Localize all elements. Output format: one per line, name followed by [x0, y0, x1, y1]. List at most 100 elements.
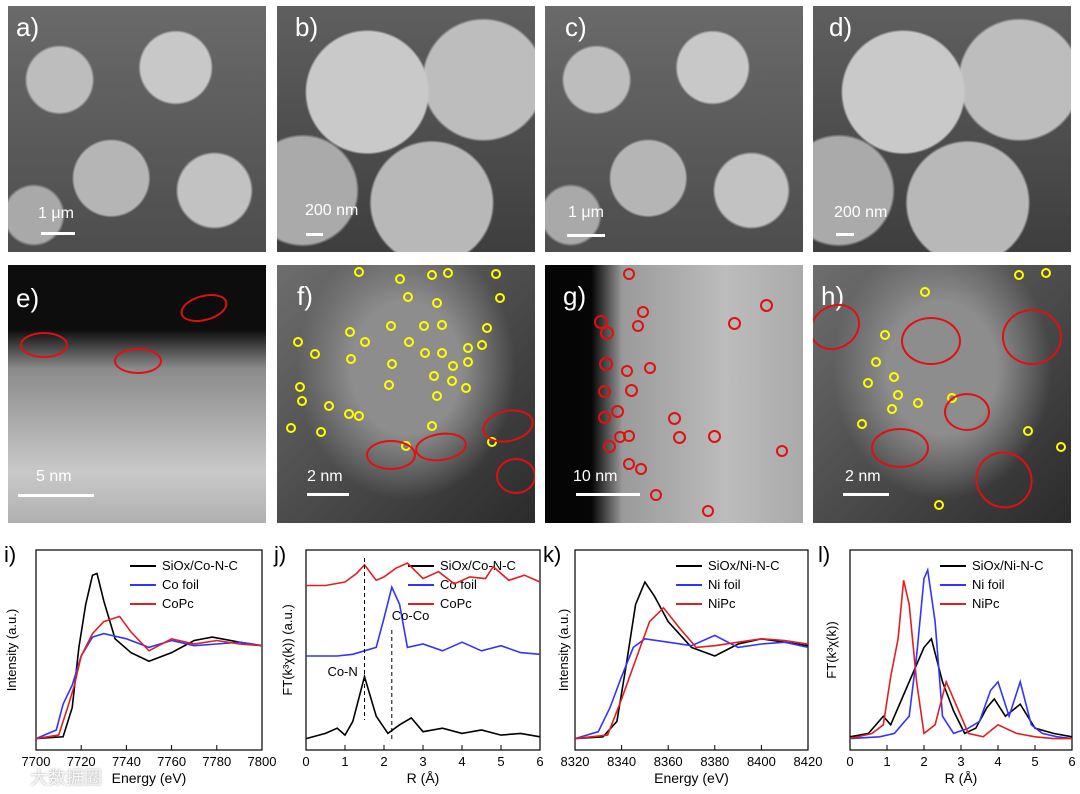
panel-label: c)	[565, 12, 587, 42]
atom-circle	[863, 378, 873, 388]
scale-bar-label: 5 nm	[36, 468, 72, 485]
scale-bar-label: 200 nm	[305, 202, 359, 219]
atom-circle	[920, 287, 930, 297]
atom-circle	[354, 267, 364, 277]
atom-circle	[432, 298, 442, 308]
atom-circle	[463, 357, 473, 367]
atom-circle	[324, 401, 334, 411]
legend-label: Co foil	[440, 577, 477, 592]
cluster-circle	[963, 439, 1045, 521]
panel-b-sem: b) 200 nm	[277, 6, 535, 252]
atom-circle	[344, 409, 354, 419]
series-line	[35, 632, 263, 740]
scale-bar-label: 2 nm	[845, 468, 881, 485]
scale-bar	[567, 234, 605, 237]
scale-bar	[41, 232, 75, 235]
legend-label: CoPc	[162, 596, 194, 611]
cluster-circle	[776, 445, 788, 457]
cluster-circle	[637, 306, 649, 318]
chart-frame	[849, 549, 1073, 751]
y-axis-title: Intensity (a.u.)	[4, 609, 19, 691]
atom-circle	[437, 320, 447, 330]
atom-circle	[427, 270, 437, 280]
panel-c-sem: c) 1 μm	[545, 6, 803, 252]
scale-bar	[576, 493, 640, 496]
series-line	[574, 580, 809, 740]
cluster-circle	[598, 385, 611, 398]
y-axis-title: Intensity (a.u.)	[556, 609, 571, 691]
legend-label: NiPc	[972, 596, 1000, 611]
cluster-circle	[496, 458, 535, 494]
cluster-circle	[635, 463, 647, 475]
x-tick-label: 2	[920, 754, 927, 769]
legend-label: Ni foil	[708, 577, 741, 592]
x-tick-label: 1	[883, 754, 890, 769]
atom-circle	[404, 337, 414, 347]
x-tick-label: 4	[458, 754, 465, 769]
panel-h-stem: h) 2 nm	[813, 265, 1071, 523]
atom-circle	[310, 349, 320, 359]
panel-a-sem: a) 1 μm	[8, 6, 266, 252]
scale-bar	[843, 493, 889, 496]
atom-circle	[354, 411, 364, 421]
y-axis-title: FT(k³χ(k))	[824, 621, 839, 678]
series-line	[35, 572, 263, 740]
chart-frame	[35, 549, 263, 751]
x-tick-label: 1	[341, 754, 348, 769]
atom-circle	[1014, 270, 1024, 280]
cluster-circle	[728, 317, 741, 330]
atom-circle	[491, 269, 501, 279]
x-tick-label: 7800	[248, 754, 277, 769]
series-line	[305, 673, 541, 740]
cluster-circle	[760, 299, 773, 312]
cluster-circle	[177, 289, 231, 327]
panel-label: a)	[16, 12, 40, 42]
x-tick-label: 7760	[157, 754, 186, 769]
cluster-circle	[702, 505, 714, 517]
series-line	[849, 637, 1073, 738]
legend-label: NiPc	[708, 596, 736, 611]
chart-frame	[305, 549, 541, 751]
panel-label: h)	[821, 281, 845, 311]
scale-bar-label: 1 μm	[38, 205, 74, 222]
atom-circle	[463, 343, 473, 353]
cluster-circle	[621, 365, 633, 377]
cluster-circle	[673, 431, 686, 444]
series-line	[849, 580, 1072, 740]
cluster-circle	[114, 348, 162, 374]
x-tick-label: 8420	[794, 754, 823, 769]
panel-label: g)	[563, 281, 587, 311]
cluster-circle	[603, 440, 616, 453]
cluster-circle	[20, 332, 68, 358]
x-tick-label: 3	[419, 754, 426, 769]
atom-circle	[487, 437, 497, 447]
x-tick-label: 6	[1068, 754, 1075, 769]
annotation-co-n: Co-N	[327, 664, 357, 679]
scale-bar	[836, 233, 854, 236]
cluster-circle	[901, 317, 961, 365]
cluster-circle	[599, 357, 613, 371]
panel-label: d)	[829, 12, 853, 42]
scale-bar-label: 2 nm	[307, 468, 343, 485]
x-tick-label: 5	[1031, 754, 1038, 769]
atom-circle	[448, 361, 458, 371]
atom-circle	[429, 371, 439, 381]
atom-circle	[387, 359, 397, 369]
cluster-circle	[623, 458, 635, 470]
scale-bar	[307, 493, 349, 496]
cluster-circle	[871, 428, 929, 468]
atom-circle	[887, 404, 897, 414]
cluster-circle	[598, 411, 611, 424]
panel-e-stem: e) 5 nm	[8, 265, 266, 523]
atom-circle	[420, 348, 430, 358]
legend-label: SiOx/Ni-N-C	[972, 558, 1044, 573]
cluster-circle	[611, 405, 624, 418]
scale-bar-label: 1 μm	[568, 204, 604, 221]
x-tick-label: 7780	[202, 754, 231, 769]
atom-circle	[447, 376, 457, 386]
atom-circle	[384, 380, 394, 390]
series-line	[574, 634, 809, 740]
series-line	[35, 615, 263, 740]
atom-circle	[495, 293, 505, 303]
atom-circle	[1056, 442, 1066, 452]
